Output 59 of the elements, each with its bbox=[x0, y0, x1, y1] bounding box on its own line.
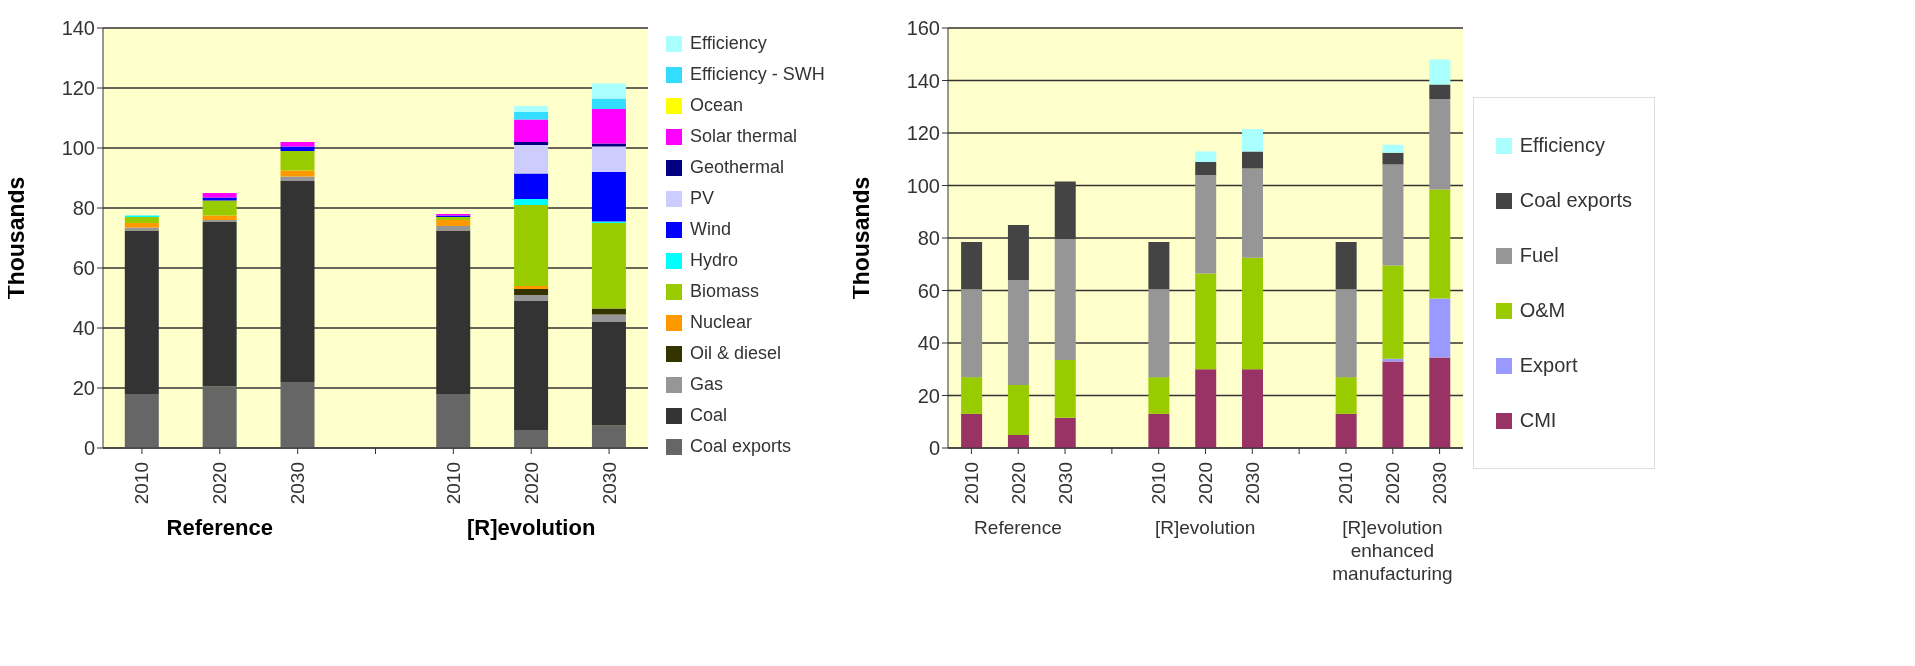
x-tick-label: 2030 bbox=[598, 462, 620, 505]
legend-label: Solar thermal bbox=[689, 125, 799, 148]
x-tick-label: 2010 bbox=[1147, 462, 1169, 505]
legend-label: Efficiency bbox=[689, 32, 768, 55]
legend-label: Export bbox=[1518, 353, 1579, 378]
y-axis-title: Thousands bbox=[3, 176, 30, 300]
x-tick-label: 2010 bbox=[442, 462, 464, 505]
y-tick-label: 0 bbox=[928, 437, 940, 460]
y-tick-label: 80 bbox=[917, 227, 940, 250]
text: Reference bbox=[973, 516, 1063, 539]
y-tick-label: 80 bbox=[72, 197, 95, 220]
x-tick-label: 2010 bbox=[960, 462, 982, 505]
x-tick-label: 2020 bbox=[1381, 462, 1403, 505]
text: [R]evolution bbox=[466, 515, 597, 540]
legend-label: CMI bbox=[1518, 408, 1558, 433]
text: Reference bbox=[165, 515, 274, 540]
y-tick-label: 20 bbox=[917, 384, 940, 407]
legend-label: O&M bbox=[1518, 298, 1567, 323]
legend-label: Nuclear bbox=[689, 311, 754, 334]
legend-label: Gas bbox=[689, 373, 724, 396]
y-tick-label: 20 bbox=[72, 377, 95, 400]
y-tick-label: 0 bbox=[83, 437, 95, 460]
legend-label: Efficiency - SWH bbox=[689, 63, 825, 86]
legend-label: Wind bbox=[689, 218, 732, 241]
x-tick-label: 2030 bbox=[1241, 462, 1263, 505]
x-tick-label: 2010 bbox=[131, 462, 153, 505]
y-tick-label: 140 bbox=[906, 69, 940, 92]
legend-label: Coal exports bbox=[1518, 188, 1632, 213]
legend-label: Fuel bbox=[1518, 243, 1560, 268]
y-tick-label: 60 bbox=[72, 257, 95, 280]
y-tick-label: 140 bbox=[61, 17, 95, 40]
x-tick-label: 2020 bbox=[1194, 462, 1216, 505]
legend-label: Efficiency bbox=[1518, 133, 1606, 158]
y-tick-label: 160 bbox=[906, 17, 940, 40]
x-tick-label: 2030 bbox=[1428, 462, 1450, 505]
x-tick-label: 2030 bbox=[1054, 462, 1076, 505]
y-tick-label: 60 bbox=[917, 279, 940, 302]
legend-label: Oil & diesel bbox=[689, 342, 783, 365]
y-tick-label: 100 bbox=[906, 174, 940, 197]
text: [R]evolution enhanced manufacturing bbox=[1331, 516, 1454, 585]
x-tick-label: 2030 bbox=[287, 462, 309, 505]
legend-label: PV bbox=[689, 187, 715, 210]
y-tick-label: 120 bbox=[906, 122, 940, 145]
text: [R]evolution bbox=[1154, 516, 1257, 539]
y-axis-title: Thousands bbox=[847, 176, 874, 300]
legend-label: Ocean bbox=[689, 94, 745, 117]
y-tick-label: 40 bbox=[72, 317, 95, 340]
legend-label: Geothermal bbox=[689, 156, 786, 179]
legend-label: Hydro bbox=[689, 249, 739, 272]
y-tick-label: 40 bbox=[917, 332, 940, 355]
x-tick-label: 2020 bbox=[1007, 462, 1029, 505]
y-tick-label: 100 bbox=[61, 137, 95, 160]
x-tick-label: 2010 bbox=[1335, 462, 1357, 505]
y-tick-label: 120 bbox=[61, 77, 95, 100]
legend-label: Coal bbox=[689, 404, 729, 427]
legend-label: Coal exports bbox=[689, 435, 793, 458]
x-tick-label: 2020 bbox=[520, 462, 542, 505]
x-tick-label: 2020 bbox=[209, 462, 231, 505]
legend-label: Biomass bbox=[689, 280, 761, 303]
